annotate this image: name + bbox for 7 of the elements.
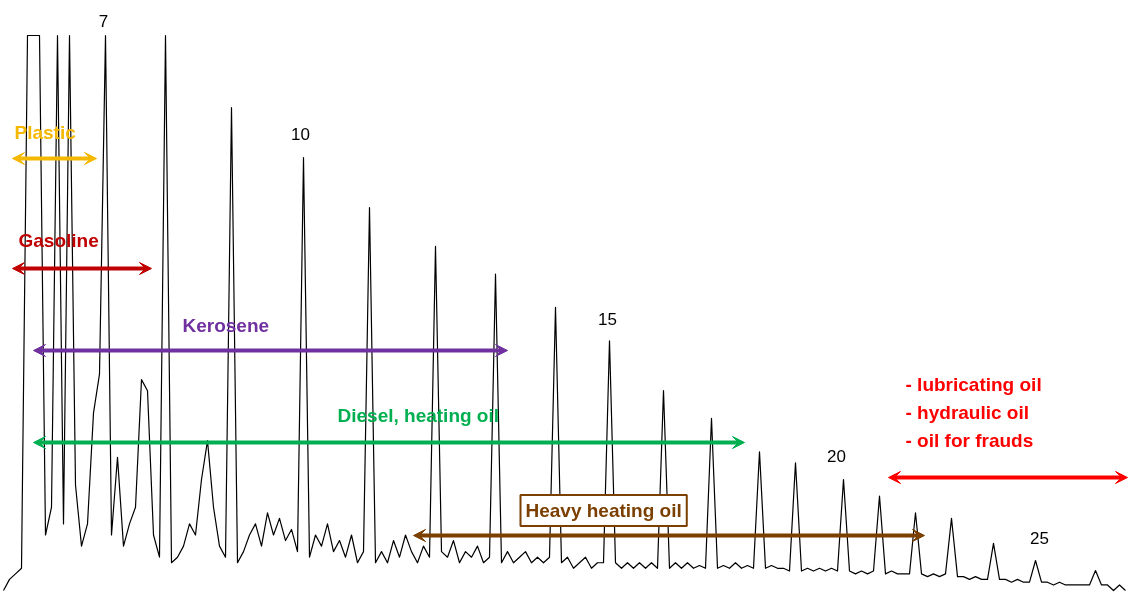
annotation: 15 bbox=[598, 309, 617, 329]
annotation: 20 bbox=[827, 446, 846, 466]
annotation: 10 bbox=[291, 124, 310, 144]
text: 7 bbox=[98, 11, 109, 31]
annotation: - lubricating oil - hydraulic oil - oil for frauds bbox=[905, 373, 1042, 452]
annotation: Heavy heating oil bbox=[525, 500, 682, 521]
annotation: 25 bbox=[1030, 528, 1049, 548]
